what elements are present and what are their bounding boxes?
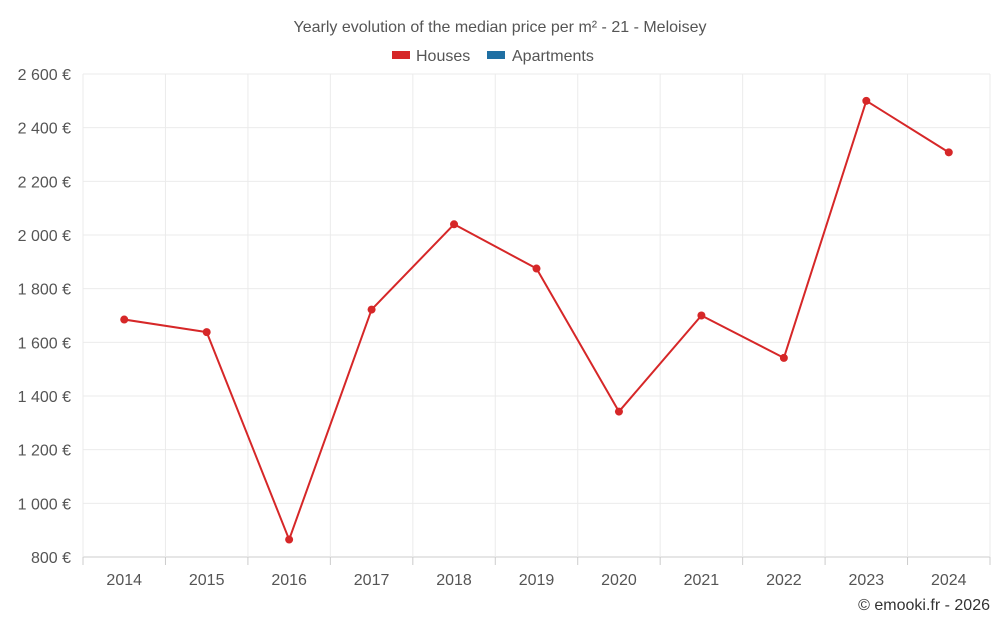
- legend: Houses Apartments: [392, 48, 594, 65]
- data-point-houses[interactable]: [944, 148, 953, 157]
- x-tick-label: 2014: [106, 572, 142, 589]
- x-tick-label: 2023: [849, 572, 885, 589]
- y-tick-label: 1 800 €: [18, 282, 71, 299]
- data-point-houses[interactable]: [697, 311, 706, 320]
- x-tick-label: 2016: [271, 572, 307, 589]
- legend-label-houses[interactable]: Houses: [416, 48, 470, 65]
- x-tick-label: 2017: [354, 572, 390, 589]
- data-point-houses[interactable]: [779, 353, 788, 362]
- y-tick-label: 1 000 €: [18, 496, 71, 513]
- x-tick-label: 2022: [766, 572, 802, 589]
- x-tick-label: 2021: [684, 572, 720, 589]
- x-tick-label: 2015: [189, 572, 225, 589]
- y-tick-label: 1 400 €: [18, 389, 71, 406]
- chart-title: Yearly evolution of the median price per…: [294, 19, 707, 36]
- legend-label-apartments[interactable]: Apartments: [512, 48, 594, 65]
- data-point-houses[interactable]: [614, 407, 623, 416]
- legend-swatch-houses[interactable]: [392, 51, 410, 59]
- data-point-houses[interactable]: [532, 264, 541, 273]
- data-point-houses[interactable]: [120, 315, 129, 324]
- x-tick-label: 2019: [519, 572, 555, 589]
- data-point-houses[interactable]: [450, 220, 459, 229]
- y-tick-label: 1 600 €: [18, 335, 71, 352]
- y-tick-label: 1 200 €: [18, 443, 71, 460]
- x-tick-label: 2020: [601, 572, 637, 589]
- y-tick-label: 800 €: [31, 550, 71, 567]
- data-point-houses[interactable]: [862, 96, 871, 105]
- x-axis-ticks: 2014 2015 2016 2017 2018 2019 2020 2021 2022 2023…: [106, 572, 966, 589]
- x-tick-label: 2024: [931, 572, 967, 589]
- data-point-houses[interactable]: [202, 328, 211, 337]
- series-houses: [120, 96, 953, 544]
- y-tick-label: 2 200 €: [18, 174, 71, 191]
- grid: [82, 73, 991, 565]
- x-tick-label: 2018: [436, 572, 472, 589]
- data-point-houses[interactable]: [285, 535, 294, 544]
- y-tick-label: 2 000 €: [18, 228, 71, 245]
- legend-swatch-apartments[interactable]: [487, 51, 505, 59]
- data-point-houses[interactable]: [367, 305, 376, 314]
- y-tick-label: 2 600 €: [18, 67, 71, 84]
- credit-text: © emooki.fr - 2026: [858, 597, 990, 614]
- y-tick-label: 2 400 €: [18, 121, 71, 138]
- y-axis-ticks: 800 € 1 000 € 1 200 € 1 400 € 1 600 € 1 800 €…: [18, 67, 71, 567]
